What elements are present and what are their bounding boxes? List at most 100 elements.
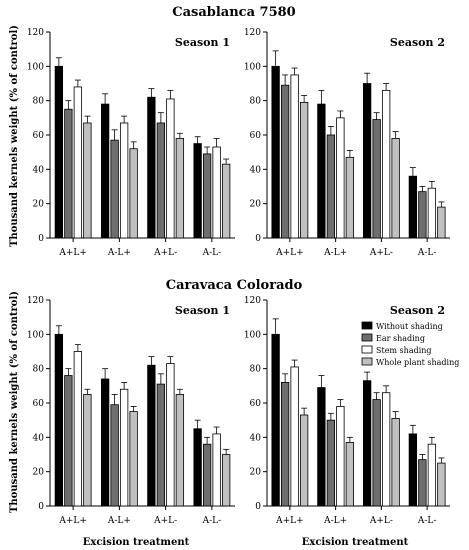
p1-ytick-label: 80 [33,97,45,107]
p4-bar [381,392,391,507]
p2-ytick-label: 120 [244,28,261,38]
p2-bar [362,83,372,239]
p4-legend-label: Whole plant shading [376,358,459,367]
p4-bar [362,380,372,507]
p1-bar [156,122,166,239]
p1-season-title: Season 1 [175,36,230,49]
p3-bar [156,383,166,507]
p4-legend-label: Ear shading [376,334,425,343]
p3-bar [212,433,221,507]
p1-ytick-label: 100 [27,62,44,72]
p3-bar [129,411,138,507]
p1-bar [119,122,129,239]
p4-bar [336,406,345,507]
p4-ytick-label: 100 [244,330,261,340]
p4-legend-label: Without shading [376,322,443,331]
p2-bar [437,206,446,239]
p4-ytick-label: 20 [250,468,262,478]
p1-bar [202,153,212,239]
p2-bar [280,84,290,239]
p3-bar [54,333,64,507]
p4-legend-swatch [361,345,373,354]
p4-xtick-label: A+L- [369,516,393,526]
p4-ytick-label: 0 [255,502,261,512]
p3-bar [193,428,202,507]
p1-bar [129,148,138,239]
p3-bar [110,404,119,507]
p3-bar [221,454,231,507]
p4-bar [280,381,290,507]
p2-ytick-label: 60 [250,131,262,141]
p2-bar [290,74,299,239]
p4-bar [372,399,381,507]
p3-bar [175,394,185,507]
p4-bar [408,433,418,507]
p2-xtick-label: A+L- [369,248,393,258]
p2-bar [299,101,309,239]
p1-bar [193,143,202,239]
p3-bar [100,378,110,507]
p1-bar [147,96,156,239]
p2-xtick-label: A+L+ [275,248,304,258]
p3-ytick-label: 20 [33,468,45,478]
p3-bar [83,394,92,507]
p2-bar [336,117,345,239]
p1-bar [73,86,83,239]
p4-ytick-label: 40 [250,433,262,443]
p1-bar [175,138,185,239]
p1-ytick-label: 40 [33,165,45,175]
y-axis-label-bottom: Thousand kernels weight (% of control) [9,291,20,513]
p3-ytick-label: 120 [27,296,44,306]
p1-ytick-label: 20 [33,200,45,210]
p4-bar [326,419,336,507]
p1-bar [212,146,221,239]
p2-bar [317,103,326,239]
p2-bar [345,156,355,239]
p3-bar [202,443,212,507]
p2-ytick-label: 40 [250,165,262,175]
p1-ytick-label: 60 [33,131,45,141]
p4-ytick-label: 80 [250,365,262,375]
p4-bar [317,387,326,507]
y-axis-label-top: Thousand kernels weight (% of control) [9,25,20,247]
p3-ytick-label: 80 [33,365,45,375]
p2-bar [381,89,391,239]
p3-ytick-label: 40 [33,433,45,443]
p1-ytick-label: 0 [38,234,44,244]
p1-xtick-label: A-L+ [107,248,131,258]
title-top: Casablanca 7580 [172,5,295,20]
p4-bar [271,333,280,507]
p4-xtick-label: A-L+ [323,516,347,526]
p2-xtick-label: A-L+ [323,248,347,258]
p4-xtick-label: A-L- [417,516,437,526]
p2-ytick-label: 0 [255,234,261,244]
x-axis-label-right: Excision treatment [302,537,409,548]
p3-bar [147,364,156,507]
p1-xtick-label: A+L- [153,248,177,258]
p3-ytick-label: 100 [27,330,44,340]
p4-bar [418,459,427,507]
x-axis-label-left: Excision treatment [83,537,190,548]
p3-bar [166,363,175,507]
p3-bar [119,388,129,507]
p1-xtick-label: A+L+ [58,248,87,258]
p1-bar [110,139,119,239]
p2-ytick-label: 100 [244,62,261,72]
p2-xtick-label: A-L- [417,248,437,258]
p4-legend-label: Stem shading [376,346,432,355]
p1-bar [221,163,231,239]
p4-legend-swatch [361,357,373,366]
p2-bar [408,175,418,239]
p3-xtick-label: A-L+ [107,516,131,526]
p1-bar [100,103,110,239]
p4-bar [290,366,299,507]
p4-legend-swatch [361,321,373,330]
p4-bar [345,442,355,507]
p3-bar [64,375,73,507]
p3-xtick-label: A-L- [202,516,222,526]
p1-bar [166,98,175,239]
p3-season-title: Season 1 [175,304,230,317]
p3-xtick-label: A+L+ [58,516,87,526]
p1-bar [64,108,73,239]
p2-bar [391,138,400,239]
